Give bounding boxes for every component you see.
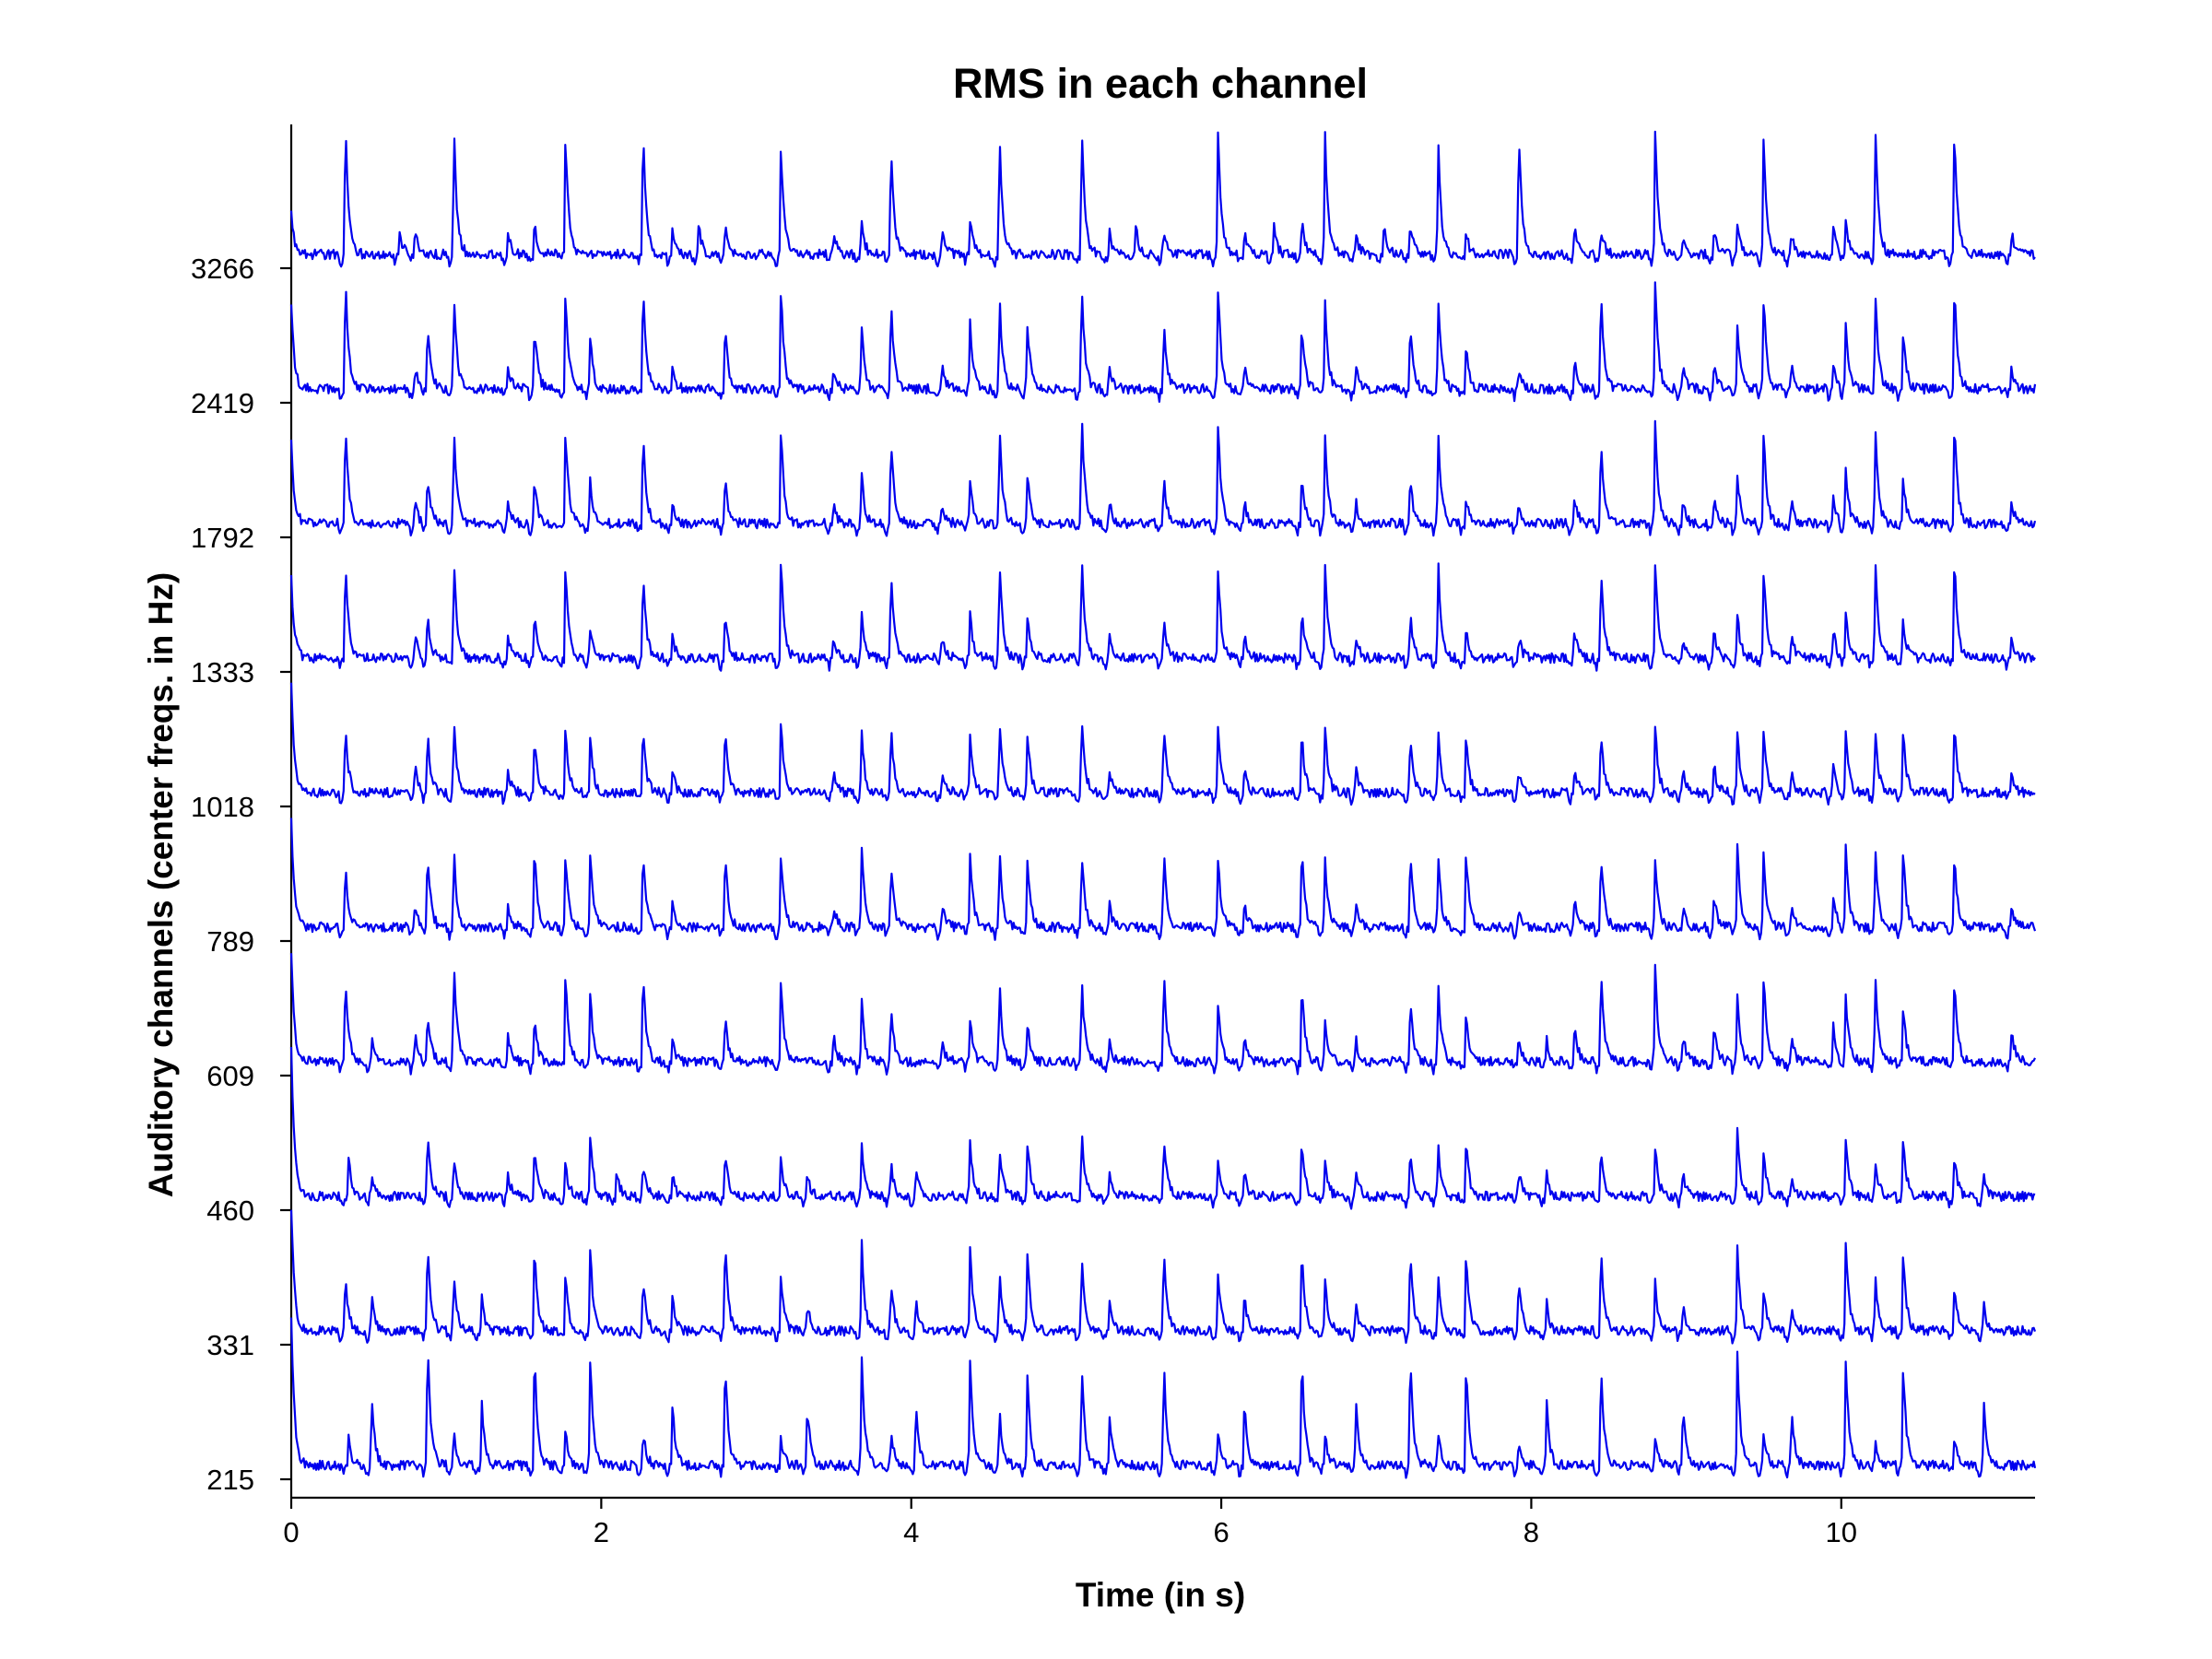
x-tick-label: 0	[283, 1516, 299, 1548]
x-tick-label: 2	[594, 1516, 609, 1548]
x-ticks: 0 2 4 6 8 10	[283, 1498, 1857, 1548]
y-tick-label: 1018	[191, 791, 254, 823]
trace-2419	[289, 281, 2037, 403]
y-tick-label: 3266	[191, 253, 254, 285]
x-tick-label: 10	[1826, 1516, 1857, 1548]
x-tick-label: 4	[903, 1516, 919, 1548]
x-tick-label: 6	[1213, 1516, 1229, 1548]
y-axis-label: Auditory channels (center freqs. in Hz)	[142, 572, 180, 1197]
trace-609	[289, 953, 2036, 1076]
trace-1792	[289, 419, 2037, 537]
y-tick-label: 215	[206, 1464, 254, 1496]
y-tick-label: 609	[206, 1060, 254, 1092]
x-tick-label: 8	[1524, 1516, 1539, 1548]
trace-460	[289, 1046, 2036, 1210]
chart-title: RMS in each channel	[953, 60, 1368, 107]
trace-789	[289, 818, 2037, 941]
y-tick-label: 2419	[191, 387, 254, 419]
y-tick-label: 789	[206, 925, 254, 958]
trace-331	[289, 1209, 2037, 1345]
y-ticks: 215 331 460 609 789 1018 1333 1792 2419 3266	[191, 253, 291, 1496]
channel-traces	[289, 130, 2037, 1479]
trace-215	[289, 1317, 2037, 1479]
trace-1333	[289, 562, 2036, 672]
y-tick-label: 1333	[191, 656, 254, 688]
y-tick-label: 331	[206, 1329, 254, 1361]
x-axis-label: Time (in s)	[1076, 1576, 1245, 1614]
y-tick-label: 460	[206, 1194, 254, 1227]
trace-1018	[289, 682, 2036, 806]
y-tick-label: 1792	[191, 522, 254, 554]
trace-3266	[289, 130, 2036, 268]
